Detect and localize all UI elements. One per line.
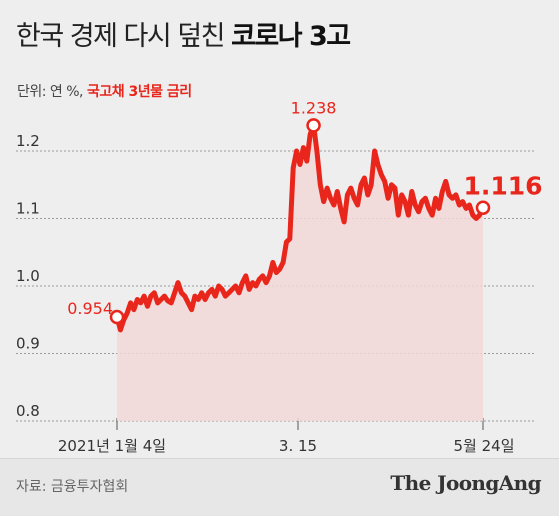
brand-logo: The JoongAng	[390, 471, 541, 495]
y-tick-label: 1.1	[16, 200, 40, 218]
data-point-marker	[109, 309, 125, 325]
y-tick-label: 0.9	[16, 335, 40, 353]
y-tick-label: 1.2	[16, 132, 40, 150]
x-tick-label: 3. 15	[279, 437, 317, 455]
data-label: 1.116	[463, 172, 542, 201]
x-tick-label: 5월 24일	[454, 437, 515, 455]
grid-layer: 0.8 0.9 1.0 1.1 1.2 2021년 1월 4일 3. 15 5월 24일	[16, 132, 536, 455]
y-tick-label: 0.8	[16, 402, 40, 420]
marker-layer	[109, 118, 491, 325]
title-bold: 코로나 3고	[231, 21, 351, 52]
data-point-marker	[475, 200, 491, 215]
page-title: 한국 경제 다시 덮친 코로나 3고	[16, 14, 351, 53]
area-fill	[117, 125, 483, 422]
label-layer: 0.954 1.238 1.116	[67, 98, 542, 318]
x-tick-label: 2021년 1월 4일	[58, 437, 166, 455]
data-label: 0.954	[67, 299, 113, 318]
footer: 자료: 금융투자협회 The JoongAng	[0, 458, 559, 516]
data-point-marker	[306, 118, 321, 133]
unit-prefix: 단위: 연 %,	[17, 84, 84, 100]
y-tick-label: 1.0	[16, 267, 40, 285]
title-light: 한국 경제 다시 덮친	[16, 21, 225, 52]
data-label: 1.238	[291, 98, 337, 117]
series-label: 국고채 3년물 금리	[86, 84, 192, 100]
source-text: 자료: 금융투자협회	[16, 479, 129, 495]
line-chart: 0.8 0.9 1.0 1.1 1.2 2021년 1월 4일 3. 15 5월 24일 0.…	[16, 98, 543, 455]
unit-caption: 단위: 연 %, 국고채 3년물 금리	[17, 81, 192, 101]
series-line	[114, 122, 486, 333]
